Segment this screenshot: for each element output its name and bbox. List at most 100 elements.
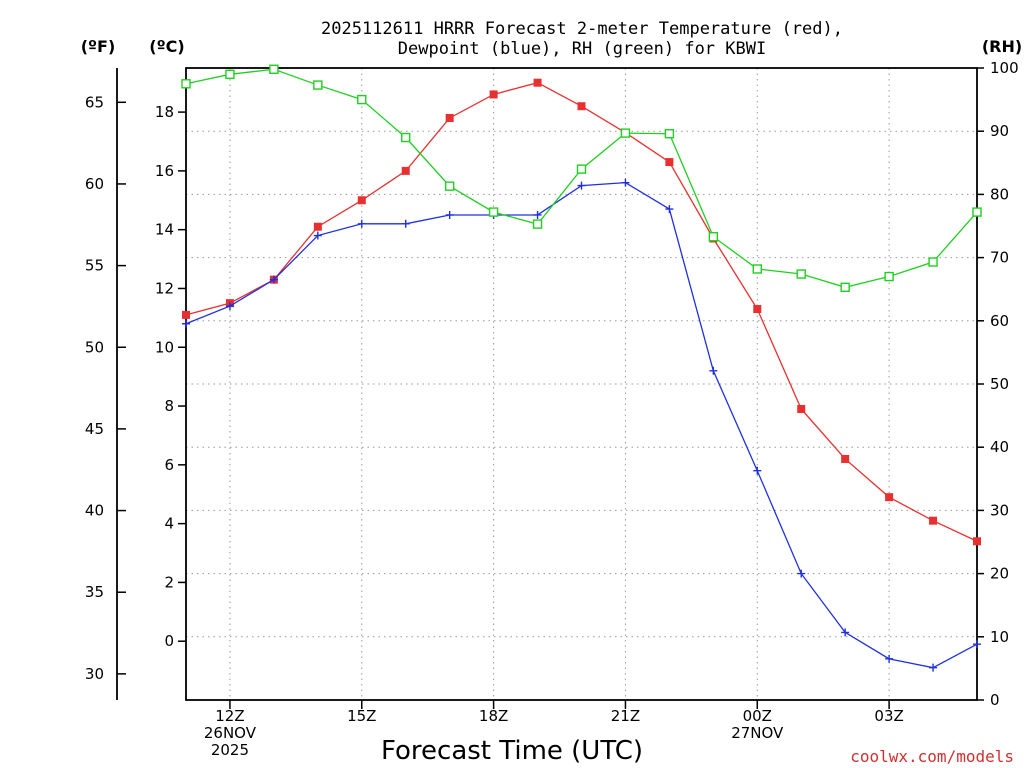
dewpoint-point — [929, 663, 938, 672]
tick-labels: 0 2 4 6 8 10 12 14 16 18 30 35 40 45 50 55 60 65 0 10 20 30 40… — [85, 59, 1019, 759]
x-tick-label: 27NOV — [731, 724, 784, 742]
rh-point — [444, 181, 455, 191]
rh-point — [752, 264, 762, 274]
2-meter-temperature-point — [577, 102, 586, 111]
x-tick-label: 03Z — [874, 707, 903, 725]
dewpoint-point — [533, 210, 542, 219]
fahrenheit-unit-label: (ºF) — [81, 37, 116, 56]
rh-tick-label: 60 — [990, 312, 1009, 330]
fahrenheit-tick-label: 40 — [85, 502, 104, 520]
x-tick-label: 21Z — [611, 707, 640, 725]
celsius-tick-label: 0 — [164, 632, 174, 650]
2-meter-temperature-point — [357, 196, 366, 205]
x-tick-label: 26NOV — [204, 724, 257, 742]
2-meter-temperature-point — [929, 516, 938, 525]
celsius-tick-label: 4 — [164, 515, 174, 533]
fahrenheit-tick-label: 55 — [85, 257, 104, 275]
chart-title-line1: 2025112611 HRRR Forecast 2-meter Tempera… — [321, 19, 843, 39]
2-meter-temperature-point — [182, 310, 190, 319]
celsius-unit-label: (ºC) — [149, 37, 184, 56]
2-meter-temperature-point — [445, 113, 454, 122]
rh-tick-label: 0 — [990, 691, 1000, 709]
rh-tick-label: 90 — [990, 122, 1009, 140]
fahrenheit-tick-label: 35 — [85, 583, 104, 601]
rh-point — [972, 207, 982, 217]
rh-point — [488, 207, 499, 217]
2-meter-temperature-line — [185, 82, 978, 542]
dewpoint-point — [753, 466, 762, 475]
dewpoint-point — [182, 319, 190, 328]
rh-tick-label: 50 — [990, 375, 1009, 393]
rh-tick-label: 100 — [990, 59, 1019, 77]
rh-unit-label: (RH) — [982, 37, 1022, 56]
rh-point — [269, 64, 279, 74]
dewpoint-point — [665, 205, 674, 214]
rh-point — [884, 271, 894, 282]
dewpoint-point — [621, 178, 630, 187]
dewpoint-point — [797, 569, 806, 578]
dewpoint-point — [445, 210, 454, 219]
x-tick-label: 2025 — [211, 741, 249, 759]
celsius-tick-label: 18 — [155, 103, 174, 121]
x-axis-title: Forecast Time (UTC) — [381, 736, 643, 766]
dewpoint-point — [709, 366, 718, 375]
x-tick-label: 12Z — [215, 707, 244, 725]
rh-point — [401, 132, 411, 143]
2-meter-temperature-point — [885, 493, 894, 502]
2-meter-temperature-point — [973, 537, 981, 546]
dewpoint-series — [182, 178, 981, 672]
rh-tick-label: 10 — [990, 628, 1009, 646]
dewpoint-point — [225, 302, 234, 311]
celsius-tick-label: 6 — [164, 456, 174, 474]
data-series — [181, 64, 982, 672]
2-meter-temperature-point — [665, 158, 674, 167]
x-tick-label: 15Z — [347, 707, 376, 725]
dewpoint-point — [357, 219, 366, 228]
rh-point — [796, 269, 806, 279]
dewpoint-point — [973, 640, 981, 649]
rh-series — [181, 64, 982, 293]
rh-tick-label: 80 — [990, 185, 1009, 203]
rh-tick-label: 20 — [990, 565, 1009, 583]
dewpoint-point — [313, 231, 322, 240]
rh-point — [620, 128, 631, 138]
rh-point — [181, 79, 191, 89]
rh-tick-label: 40 — [990, 438, 1009, 456]
2-meter-temperature-point — [401, 166, 410, 175]
dewpoint-point — [269, 275, 278, 284]
rh-tick-label: 30 — [990, 501, 1009, 519]
axes — [116, 67, 984, 709]
rh-point — [664, 129, 675, 139]
fahrenheit-tick-label: 45 — [85, 420, 104, 438]
fahrenheit-tick-label: 30 — [85, 665, 104, 683]
dewpoint-point — [577, 181, 586, 190]
2-meter-temperature-point — [489, 90, 498, 99]
2-meter-temperature-series — [182, 78, 981, 546]
dewpoint-point — [401, 219, 410, 228]
2-meter-temperature-point — [533, 78, 542, 87]
x-tick-label: 00Z — [743, 707, 772, 725]
celsius-tick-label: 8 — [164, 397, 174, 415]
fahrenheit-tick-label: 50 — [85, 338, 104, 356]
rh-point — [840, 282, 850, 293]
2-meter-temperature-point — [313, 222, 322, 231]
2-meter-temperature-point — [753, 305, 762, 314]
rh-tick-label: 70 — [990, 249, 1009, 267]
rh-point — [225, 69, 235, 80]
2-meter-temperature-point — [841, 454, 850, 463]
celsius-tick-label: 12 — [155, 279, 174, 297]
dewpoint-line — [185, 181, 978, 669]
rh-point — [313, 80, 323, 90]
celsius-tick-label: 10 — [155, 338, 174, 356]
dewpoint-point — [885, 654, 894, 663]
x-tick-label: 18Z — [479, 707, 508, 725]
rh-point — [532, 219, 543, 229]
source-credit: coolwx.com/models — [850, 747, 1014, 766]
gridlines — [186, 67, 977, 701]
celsius-tick-label: 14 — [155, 221, 174, 239]
fahrenheit-tick-label: 65 — [85, 93, 104, 111]
2-meter-temperature-point — [797, 404, 806, 413]
rh-point — [357, 94, 367, 105]
rh-point — [576, 164, 587, 174]
